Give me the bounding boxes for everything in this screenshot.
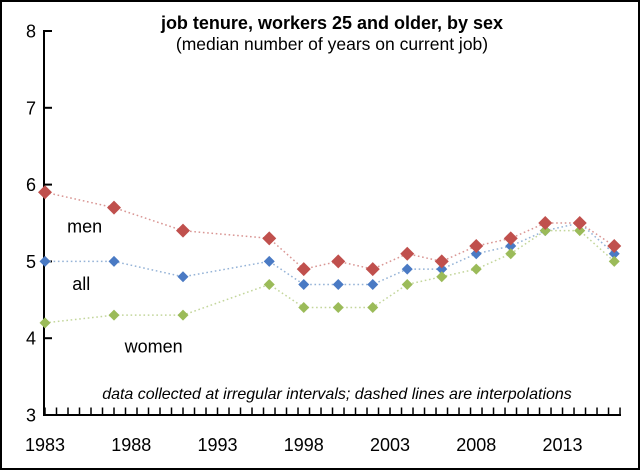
men-data-point-marker	[38, 185, 52, 200]
y-axis-tick-label: 3	[26, 406, 36, 426]
all-data-point-marker	[401, 263, 413, 275]
all-series-label: all	[72, 274, 90, 294]
men-series-label: men	[67, 217, 102, 237]
all-data-point-marker	[608, 248, 620, 260]
men-data-point-marker	[262, 231, 277, 246]
women-data-point-marker	[574, 225, 586, 237]
men-data-point-marker	[365, 262, 380, 277]
women-data-point-marker	[401, 278, 413, 290]
men-data-point-marker	[296, 262, 311, 277]
y-axis-tick-label: 6	[26, 175, 36, 195]
chart-title-block: job tenure, workers 25 and older, by sex…	[44, 13, 620, 55]
x-axis-tick-label: 2003	[370, 435, 410, 455]
chart-title: job tenure, workers 25 and older, by sex	[160, 13, 504, 33]
women-data-point-marker	[470, 263, 482, 275]
women-data-point-marker	[505, 248, 517, 260]
all-data-point-marker	[505, 240, 517, 252]
x-axis-tick-label: 1983	[25, 435, 65, 455]
men-data-point-marker	[107, 200, 121, 215]
all-data-point-marker	[177, 271, 189, 283]
x-axis-tick-label: 2008	[456, 435, 496, 455]
women-data-point-marker	[108, 309, 120, 321]
men-data-point-marker	[538, 216, 553, 230]
all-data-point-marker	[332, 278, 344, 290]
chart-subtitle: (median number of years on current job)	[175, 34, 489, 54]
all-data-point-marker	[470, 248, 482, 260]
women-series-line	[44, 229, 615, 324]
men-data-point-marker	[572, 216, 587, 230]
men-data-point-marker	[400, 246, 415, 261]
women-data-point-marker	[177, 309, 189, 321]
all-data-point-marker	[298, 278, 310, 290]
men-data-point-marker	[607, 239, 622, 254]
all-data-point-marker	[367, 278, 379, 290]
all-data-point-marker	[39, 255, 51, 267]
y-axis-tick-label: 5	[26, 252, 36, 272]
men-data-point-marker	[503, 231, 518, 246]
women-data-point-marker	[332, 301, 344, 313]
men-data-point-marker	[331, 254, 346, 269]
men-data-point-marker	[469, 239, 484, 254]
x-axis-tick-label: 1993	[197, 435, 237, 455]
women-series-label: women	[124, 336, 183, 356]
x-axis-tick-label: 2013	[542, 435, 582, 455]
y-axis-tick-label: 4	[26, 329, 36, 349]
men-data-point-marker	[434, 254, 449, 269]
all-data-point-marker	[436, 263, 448, 275]
men-data-point-marker	[176, 223, 190, 238]
chart-annotation: data collected at irregular intervals; d…	[102, 386, 572, 403]
all-data-point-marker	[108, 255, 120, 267]
women-data-point-marker	[39, 317, 51, 329]
men-series-line	[44, 191, 615, 270]
women-data-point-marker	[539, 225, 551, 237]
women-data-point-marker	[367, 301, 379, 313]
women-data-point-marker	[608, 255, 620, 267]
x-axis-tick-label: 1998	[284, 435, 324, 455]
y-axis-tick-label: 7	[26, 98, 36, 118]
women-data-point-marker	[436, 271, 448, 283]
women-data-point-marker	[263, 278, 275, 290]
women-data-point-marker	[298, 301, 310, 313]
all-series-line	[45, 222, 615, 286]
all-data-point-marker	[263, 255, 275, 267]
y-axis-tick-label: 8	[26, 22, 36, 42]
x-axis-tick-label: 1988	[111, 435, 151, 455]
